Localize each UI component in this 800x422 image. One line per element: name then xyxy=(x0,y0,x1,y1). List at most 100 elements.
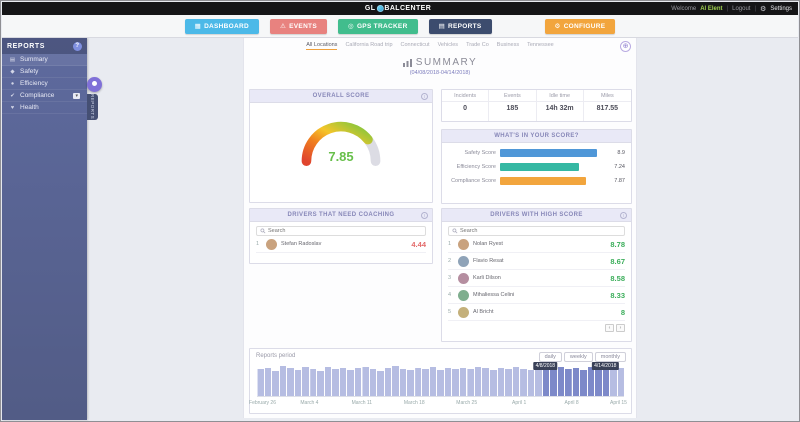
timeline-bar[interactable] xyxy=(279,366,287,396)
search-input[interactable] xyxy=(268,228,422,234)
timeline-bar[interactable] xyxy=(407,369,414,396)
timeline-bar[interactable] xyxy=(302,367,309,396)
info-icon[interactable]: i xyxy=(421,93,428,100)
search-input[interactable] xyxy=(460,228,621,234)
timeline-bar[interactable] xyxy=(557,366,565,396)
coaching-driver-row[interactable]: 1 Stefan Radoslav 4.44 xyxy=(256,236,426,253)
timeline-bar[interactable] xyxy=(339,367,347,396)
timeline-bar[interactable] xyxy=(482,368,489,396)
timeline-bar[interactable] xyxy=(565,369,572,396)
tab-california[interactable]: California Road trip xyxy=(345,42,393,48)
driver-rank: 1 xyxy=(256,241,260,247)
timeline-bar[interactable] xyxy=(384,367,392,396)
tab-connecticut[interactable]: Connecticut xyxy=(400,42,430,48)
timeline-bar[interactable] xyxy=(332,369,339,396)
high-score-driver-row[interactable]: 5 Al Bricht 8 xyxy=(448,304,625,321)
timeline-bar[interactable] xyxy=(505,369,512,396)
logout-link[interactable]: Logout xyxy=(732,5,751,12)
timeline-bar[interactable] xyxy=(309,369,317,396)
timeline-bar[interactable] xyxy=(452,369,459,396)
timeline-bar[interactable] xyxy=(474,367,482,396)
sidebar-item-safety[interactable]: ◆ Safety xyxy=(2,66,87,78)
nav-dashboard-button[interactable]: ▦ DASHBOARD xyxy=(184,18,260,34)
timeline-bar[interactable] xyxy=(437,370,444,396)
timeline-bar[interactable] xyxy=(257,369,264,396)
sidebar-help-icon[interactable]: ? xyxy=(73,41,82,51)
user-name[interactable]: Al Elent xyxy=(700,5,723,12)
info-icon[interactable]: i xyxy=(421,212,428,219)
high-score-driver-row[interactable]: 4 Mihaliessa Celini 8.33 xyxy=(448,287,625,304)
compliance-icon: ✔ xyxy=(10,92,15,99)
timeline-bar[interactable] xyxy=(324,366,332,396)
timeline-bar[interactable] xyxy=(347,369,354,396)
timeline-bar[interactable] xyxy=(429,366,437,396)
timeline-bar[interactable] xyxy=(317,370,324,396)
timeline-bar[interactable] xyxy=(264,367,272,396)
sidebar-collapse-tab[interactable]: REPORTS xyxy=(87,94,98,120)
settings-link[interactable]: Settings xyxy=(770,5,792,12)
high-score-driver-row[interactable]: 1 Nolan Ryest 8.78 xyxy=(448,236,625,253)
timeline-bar[interactable] xyxy=(444,368,452,396)
tab-all-locations[interactable]: All Locations xyxy=(306,42,338,50)
prev-page-button[interactable]: ‹ xyxy=(605,324,614,332)
range-start-flag[interactable]: 4/8/2018 xyxy=(533,362,558,370)
sidebar-item-health[interactable]: ♥ Health xyxy=(2,102,87,114)
sidebar-item-summary[interactable]: ▤ Summary xyxy=(2,54,87,66)
timeline-bar[interactable] xyxy=(542,369,550,396)
timeline-bar[interactable] xyxy=(459,367,467,396)
daily-button[interactable]: daily xyxy=(538,352,562,362)
timeline-bar[interactable] xyxy=(602,367,610,396)
timeline-bar[interactable] xyxy=(610,369,617,396)
timeline-bar[interactable] xyxy=(535,367,542,396)
timeline-bar[interactable] xyxy=(354,368,362,396)
driver-score: 8 xyxy=(620,307,625,317)
nav-events-button[interactable]: ⚠ EVENTS xyxy=(270,18,327,34)
timeline-bar[interactable] xyxy=(527,370,535,396)
timeline-bar[interactable] xyxy=(587,367,595,396)
timeline-bar[interactable] xyxy=(362,367,369,396)
tab-tennessee[interactable]: Tennessee xyxy=(527,42,554,48)
timeline-bar[interactable] xyxy=(467,369,474,396)
expand-button[interactable]: ⊕ xyxy=(620,41,631,52)
nav-label: GPS TRACKER xyxy=(356,22,408,30)
next-page-button[interactable]: › xyxy=(616,324,625,332)
high-score-driver-row[interactable]: 2 Flavio Resat 8.67 xyxy=(448,253,625,270)
tab-vehicles[interactable]: Vehicles xyxy=(437,42,459,48)
info-icon[interactable]: i xyxy=(620,212,627,219)
timeline-bar[interactable] xyxy=(422,369,429,396)
nav-configure-button[interactable]: ⚙ CONFIGURE xyxy=(544,18,616,34)
timeline-bar[interactable] xyxy=(294,369,302,396)
tab-business[interactable]: Business xyxy=(496,42,520,48)
weekly-button[interactable]: weekly xyxy=(563,352,593,362)
tab-trade-co[interactable]: Trade Co xyxy=(466,42,489,48)
axis-label: March 18 xyxy=(403,400,425,406)
timeline-bar[interactable] xyxy=(489,369,497,396)
monthly-button[interactable]: monthly xyxy=(594,352,626,362)
timeline-bar[interactable] xyxy=(392,366,399,396)
sidebar-item-efficiency[interactable]: ● Efficiency xyxy=(2,78,87,90)
timeline-bar[interactable] xyxy=(414,367,422,396)
driver-score: 8.67 xyxy=(610,256,625,266)
nav-label: DASHBOARD xyxy=(204,22,250,30)
compliance-dropdown-icon[interactable]: ▾ xyxy=(73,92,80,99)
timeline-bar[interactable] xyxy=(512,366,520,396)
nav-reports-button[interactable]: ▤ REPORTS xyxy=(428,18,492,34)
timeline-bar[interactable] xyxy=(377,370,384,396)
sidebar-pin-icon[interactable] xyxy=(87,77,102,92)
timeline-bar[interactable] xyxy=(287,368,294,396)
timeline-bar[interactable] xyxy=(369,369,377,396)
range-end-flag[interactable]: 4/14/2018 xyxy=(592,362,619,370)
timeline-bar[interactable] xyxy=(497,367,505,396)
timeline-bar[interactable] xyxy=(272,370,279,396)
timeline-bar[interactable] xyxy=(572,367,580,396)
sidebar-item-compliance[interactable]: ✔ Compliance ▾ xyxy=(2,90,87,102)
timeline-bar[interactable] xyxy=(520,368,527,396)
timeline-bar[interactable] xyxy=(580,369,587,396)
high-score-driver-row[interactable]: 3 Karli Dilson 8.58 xyxy=(448,270,625,287)
timeline-bar[interactable] xyxy=(550,368,557,396)
timeline-bar[interactable] xyxy=(595,368,602,396)
timeline-bar[interactable] xyxy=(399,369,407,396)
reports-period-card: Reports period daily weekly monthly 4/8/… xyxy=(249,348,632,414)
timeline-bar[interactable] xyxy=(617,368,625,396)
nav-gps-tracker-button[interactable]: ◎ GPS TRACKER xyxy=(337,18,418,34)
